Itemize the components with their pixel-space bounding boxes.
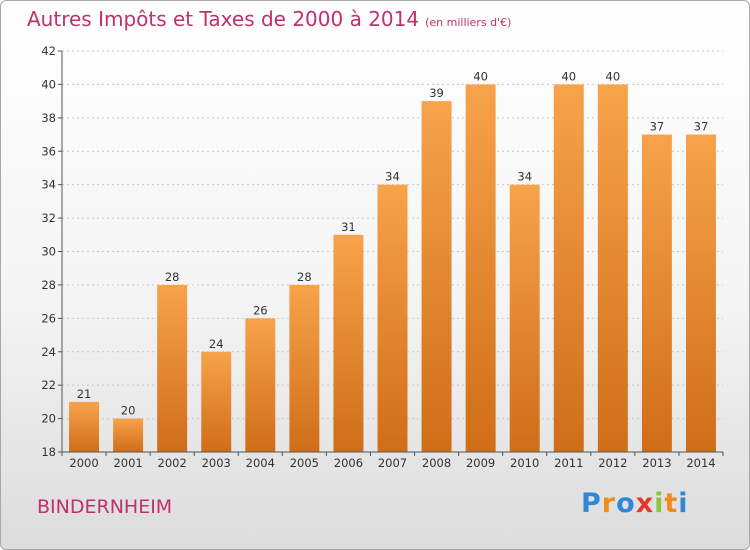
y-tick-label: 18 xyxy=(41,445,56,459)
chart-title: Autres Impôts et Taxes de 2000 à 2014 xyxy=(27,7,420,31)
y-tick-label: 28 xyxy=(41,278,56,292)
logo-letter: i xyxy=(654,488,665,519)
y-tick-label: 34 xyxy=(41,178,56,192)
bar-2010 xyxy=(509,184,540,452)
data-label-2011: 40 xyxy=(561,69,576,83)
y-tick-label: 40 xyxy=(41,77,56,91)
data-label-2002: 28 xyxy=(165,270,180,284)
y-tick-label: 32 xyxy=(41,211,56,225)
x-tick-label: 2010 xyxy=(510,456,539,470)
bar-2005 xyxy=(289,284,320,452)
logo-letter: o xyxy=(616,488,636,519)
x-tick-label: 2013 xyxy=(642,456,671,470)
data-label-2014: 37 xyxy=(694,120,709,134)
data-label-2006: 31 xyxy=(341,220,356,234)
data-label-2012: 40 xyxy=(606,69,621,83)
x-tick-label: 2014 xyxy=(686,456,715,470)
town-name: BINDERNHEIM xyxy=(37,496,173,518)
bar-2013 xyxy=(641,134,672,452)
chart-subtitle: (en milliers d'€) xyxy=(425,16,512,29)
proxiti-logo: Proxiti xyxy=(581,488,689,519)
axes xyxy=(58,50,724,456)
data-label-2013: 37 xyxy=(650,120,665,134)
y-tick-label: 42 xyxy=(41,44,56,58)
x-tick-label: 2002 xyxy=(158,456,187,470)
bar-2002 xyxy=(157,284,188,452)
y-tick-label: 30 xyxy=(41,245,56,259)
bar-2008 xyxy=(421,101,452,452)
bar-2000 xyxy=(69,401,100,452)
data-label-2010: 34 xyxy=(517,170,532,184)
bar-2014 xyxy=(685,134,716,452)
x-tick-label: 2005 xyxy=(290,456,319,470)
y-tick-label: 24 xyxy=(41,345,56,359)
x-tick-label: 2008 xyxy=(422,456,451,470)
data-label-2001: 20 xyxy=(121,404,136,418)
x-tick-label: 2011 xyxy=(554,456,583,470)
y-tick-label: 26 xyxy=(41,311,56,325)
y-tick-label: 22 xyxy=(41,378,56,392)
bar-2004 xyxy=(245,318,276,452)
labels: 18 20 22 24 26 28 30 32 34 36 38 40 42 21 2000 20 2001 28… xyxy=(41,44,715,470)
bar-2007 xyxy=(377,184,408,452)
data-label-2004: 26 xyxy=(253,303,268,317)
data-label-2007: 34 xyxy=(385,170,400,184)
bar-2003 xyxy=(201,351,232,452)
bar-2006 xyxy=(333,234,364,452)
data-label-2000: 21 xyxy=(77,387,92,401)
x-tick-label: 2006 xyxy=(334,456,363,470)
y-tick-label: 38 xyxy=(41,111,56,125)
x-tick-label: 2012 xyxy=(598,456,627,470)
x-tick-label: 2001 xyxy=(113,456,142,470)
y-tick-label: 36 xyxy=(41,144,56,158)
data-label-2003: 24 xyxy=(209,337,224,351)
bar-2001 xyxy=(113,418,144,452)
x-tick-label: 2007 xyxy=(378,456,407,470)
data-label-2009: 40 xyxy=(473,69,488,83)
logo-letter: i xyxy=(678,488,689,519)
chart-title-row: Autres Impôts et Taxes de 2000 à 2014 (en… xyxy=(27,7,511,31)
y-tick-label: 20 xyxy=(41,412,56,426)
bars xyxy=(69,84,716,453)
bar-2009 xyxy=(465,84,496,453)
data-label-2005: 28 xyxy=(297,270,312,284)
logo-letter: P xyxy=(581,488,602,519)
x-tick-label: 2000 xyxy=(69,456,98,470)
x-tick-label: 2009 xyxy=(466,456,495,470)
x-tick-label: 2004 xyxy=(246,456,275,470)
bar-2011 xyxy=(553,84,584,453)
logo-letter: t xyxy=(664,488,679,519)
logo-letter: x xyxy=(635,488,655,519)
bar-2012 xyxy=(597,84,628,453)
data-label-2008: 39 xyxy=(429,86,444,100)
logo-letter: r xyxy=(601,488,617,519)
x-tick-label: 2003 xyxy=(202,456,231,470)
